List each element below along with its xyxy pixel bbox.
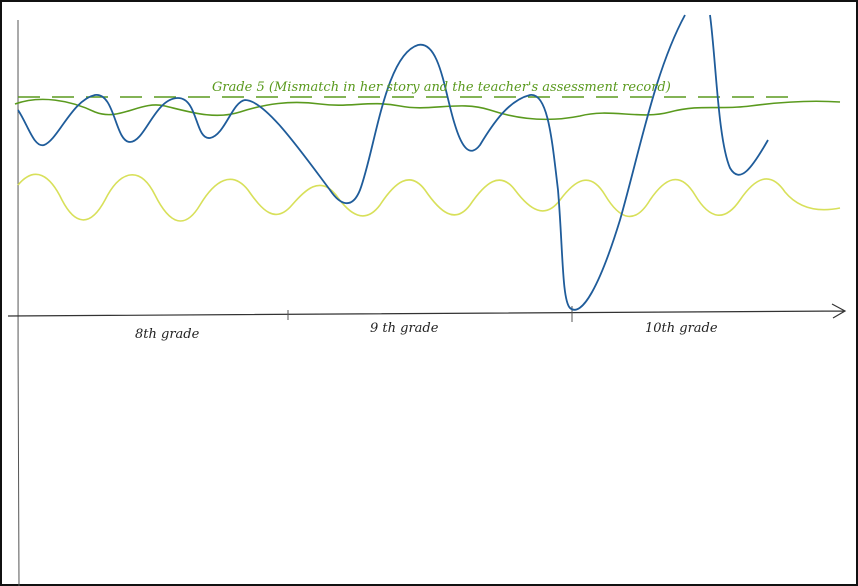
x-label: 10th grade [645, 321, 718, 336]
y-axis [17, 19, 20, 586]
x-axis [7, 303, 847, 319]
x-label: 8th grade [135, 327, 200, 342]
annotation: Grade 5 (Mismatch in her story and the t… [212, 80, 671, 95]
green-curve [14, 98, 841, 121]
x-label: 9 th grade [370, 321, 439, 336]
blue-curve [17, 14, 769, 311]
yellow-curve [17, 173, 841, 222]
